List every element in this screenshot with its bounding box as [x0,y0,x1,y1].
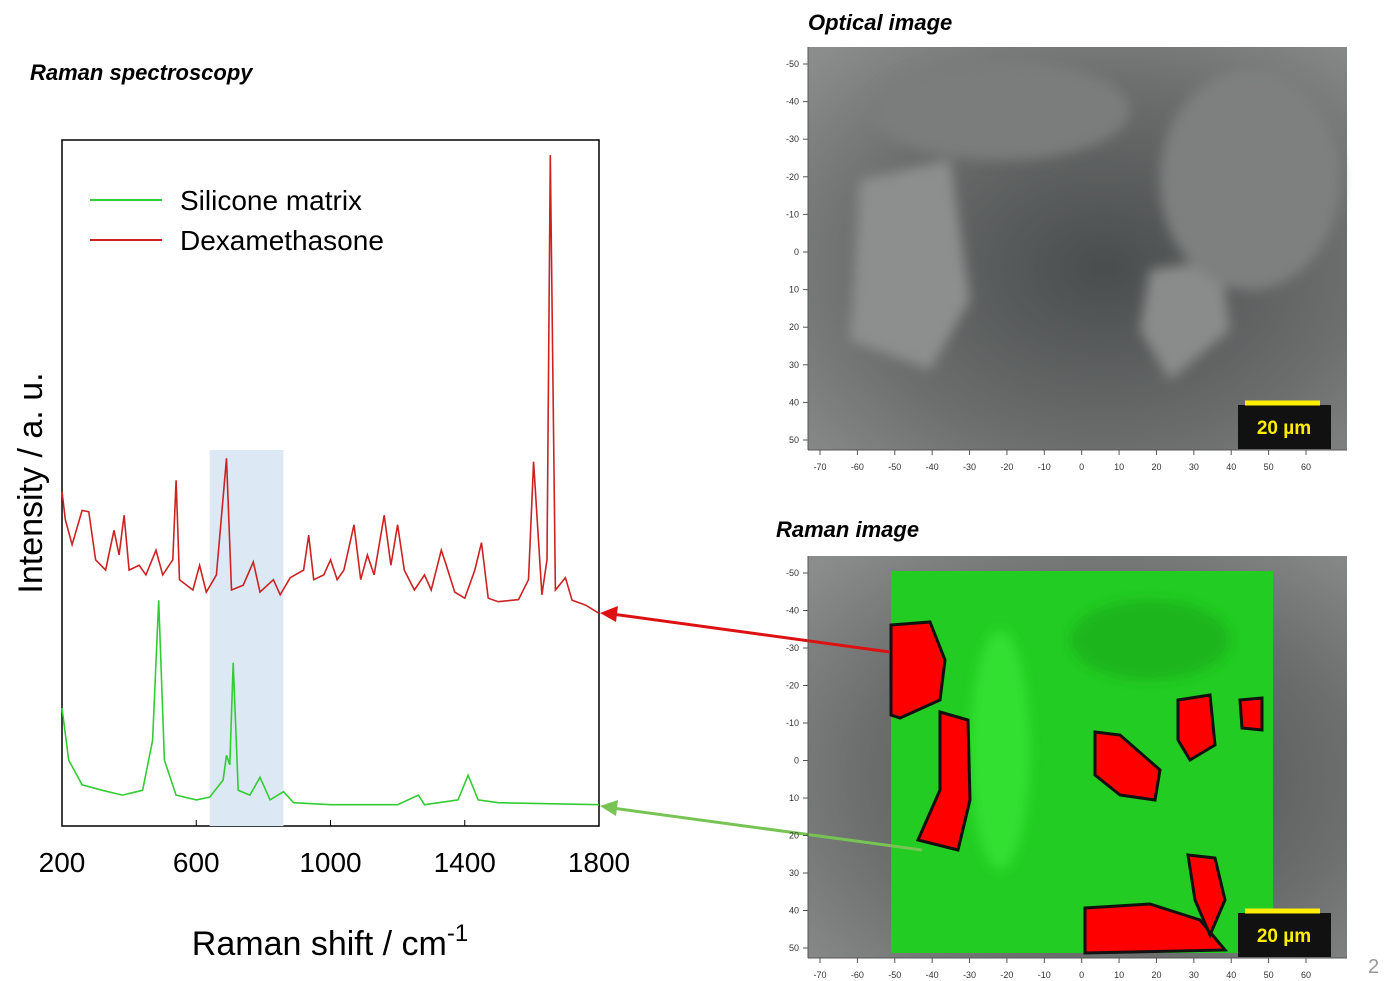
x-axis-label-text: Raman shift / cm [192,925,447,963]
image-x-tick-label: -50 [888,970,901,980]
x-tick-label: 200 [39,847,86,878]
image-y-tick-label: -50 [786,59,799,69]
arrow-head [600,606,618,622]
image-y-tick-label: 0 [794,756,799,766]
image-x-tick-label: 10 [1114,462,1124,472]
image-x-tick-label: -30 [963,970,976,980]
image-x-tick-label: 0 [1079,970,1084,980]
scale-bar-box [1238,405,1331,449]
image-x-tick-label: 0 [1079,462,1084,472]
image-x-tick-label: 60 [1301,970,1311,980]
image-x-tick-label: 60 [1301,462,1311,472]
map-texture [970,600,1230,870]
image-y-tick-label: 20 [789,831,799,841]
image-x-tick-label: -40 [926,970,939,980]
page-number: 2 [1368,956,1379,978]
image-x-tick-label: -60 [851,462,864,472]
image-x-tick-label: -70 [813,462,826,472]
x-tick-label: 1800 [568,847,630,878]
image-y-tick-label: 30 [789,360,799,370]
x-axis-label: Raman shift / cm-1 [192,920,468,963]
image-title: Raman image [776,517,919,542]
image-y-tick-label: -10 [786,209,799,219]
image-x-tick-label: -30 [963,462,976,472]
image-x-tick-label: 30 [1189,970,1199,980]
x-tick-label: 600 [173,847,220,878]
image-x-tick-label: 50 [1264,970,1274,980]
image-x-tick-label: 20 [1151,462,1161,472]
image-y-tick-label: 40 [789,397,799,407]
image-y-tick-label: 10 [789,793,799,803]
image-y-tick-label: -20 [786,172,799,182]
raman-image [808,556,1347,958]
arrow-head [600,800,618,816]
arrow-green [611,806,923,852]
image-x-tick-label: 30 [1189,462,1199,472]
image-x-tick-label: 40 [1226,462,1236,472]
image-x-tick-label: -10 [1038,462,1051,472]
scale-bar-label: 20 µm [1257,418,1311,439]
image-y-tick-label: -40 [786,606,799,616]
scale-bar-label: 20 µm [1257,926,1311,947]
y-axis-label: Intensity / a. u. [12,372,50,593]
image-y-tick-label: 20 [789,322,799,332]
image-y-tick-label: 0 [794,247,799,257]
image-y-tick-label: 50 [789,943,799,953]
x-tick-label: 1400 [434,847,496,878]
arrow-red [611,612,891,654]
image-y-tick-label: -40 [786,97,799,107]
image-x-tick-label: 50 [1264,462,1274,472]
image-x-tick-label: -70 [813,970,826,980]
image-x-tick-label: -50 [888,462,901,472]
image-x-tick-label: -60 [851,970,864,980]
image-texture [850,60,1340,380]
highlight-band [209,450,284,826]
image-x-tick-label: 10 [1114,970,1124,980]
image-y-tick-label: 50 [789,435,799,445]
image-title: Optical image [808,10,952,35]
plot [61,139,600,827]
image-y-tick-label: -50 [786,568,799,578]
image-y-tick-label: 30 [789,868,799,878]
legend-label: Dexamethasone [180,225,384,256]
image-x-tick-label: -40 [926,462,939,472]
x-axis-label-sup: -1 [447,920,468,947]
optical-image [808,47,1347,450]
map-regions [889,620,1264,955]
image-x-tick-label: -20 [1000,462,1013,472]
scale-bar-box [1238,913,1331,957]
image-y-tick-label: 10 [789,285,799,295]
series-line [61,600,600,806]
slide-title: Raman spectroscopy [30,60,254,85]
image-y-tick-label: -20 [786,681,799,691]
image-y-tick-label: 40 [789,906,799,916]
image-y-tick-label: -30 [786,134,799,144]
x-tick-label: 1000 [299,847,361,878]
image-y-tick-label: -30 [786,643,799,653]
legend-label: Silicone matrix [180,185,362,216]
image-x-tick-label: -10 [1038,970,1051,980]
image-y-tick-label: -10 [786,718,799,728]
image-x-tick-label: -20 [1000,970,1013,980]
series-line [61,155,600,614]
image-x-tick-label: 20 [1151,970,1161,980]
image-x-tick-label: 40 [1226,970,1236,980]
